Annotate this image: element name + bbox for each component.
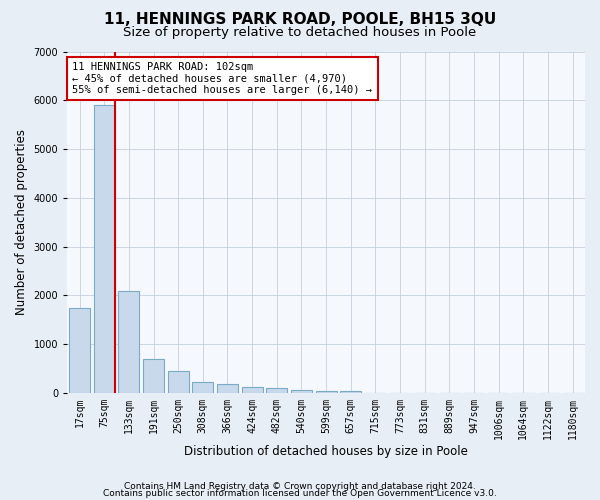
Bar [316, 390, 337, 393]
Bar [266, 388, 287, 393]
Bar [340, 391, 361, 393]
Text: 11 HENNINGS PARK ROAD: 102sqm
← 45% of detached houses are smaller (4,970)
55% o: 11 HENNINGS PARK ROAD: 102sqm ← 45% of d… [73, 62, 373, 95]
Bar [167, 371, 188, 393]
Bar [118, 290, 139, 393]
Text: 11, HENNINGS PARK ROAD, POOLE, BH15 3QU: 11, HENNINGS PARK ROAD, POOLE, BH15 3QU [104, 12, 496, 28]
X-axis label: Distribution of detached houses by size in Poole: Distribution of detached houses by size … [184, 444, 468, 458]
Bar [217, 384, 238, 393]
Text: Size of property relative to detached houses in Poole: Size of property relative to detached ho… [124, 26, 476, 39]
Bar [143, 359, 164, 393]
Bar [242, 387, 263, 393]
Bar [69, 308, 90, 393]
Bar [94, 105, 115, 393]
Text: Contains HM Land Registry data © Crown copyright and database right 2024.: Contains HM Land Registry data © Crown c… [124, 482, 476, 491]
Bar [193, 382, 213, 393]
Text: Contains public sector information licensed under the Open Government Licence v3: Contains public sector information licen… [103, 490, 497, 498]
Bar [291, 390, 312, 393]
Y-axis label: Number of detached properties: Number of detached properties [15, 129, 28, 315]
